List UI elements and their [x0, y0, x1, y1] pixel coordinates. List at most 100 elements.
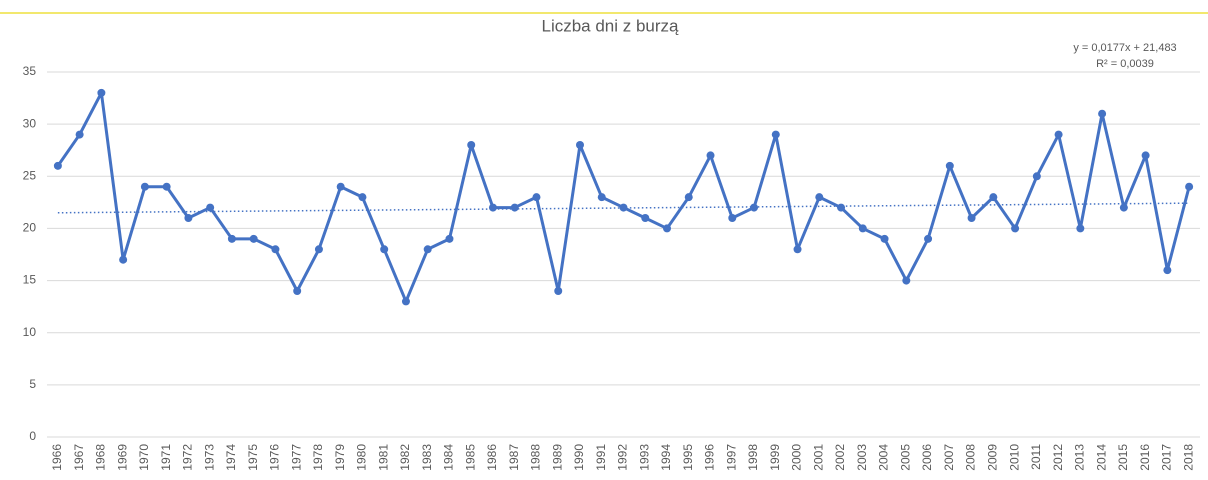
data-point: [706, 151, 715, 160]
y-tick-label: 15: [23, 273, 37, 287]
x-tick-label: 2009: [986, 444, 1000, 471]
x-tick-label: 2012: [1051, 444, 1065, 471]
data-point: [97, 88, 106, 97]
y-tick-label: 20: [23, 221, 37, 235]
data-point: [641, 214, 650, 222]
x-tick-label: 2005: [898, 444, 912, 471]
x-tick-label: 1999: [768, 444, 782, 471]
x-tick-label: 2018: [1181, 444, 1195, 471]
data-point: [162, 182, 171, 191]
data-point: [902, 276, 911, 285]
data-point: [249, 234, 258, 243]
x-tick-label: 1998: [746, 444, 760, 471]
x-tick-label: 1968: [94, 444, 108, 471]
data-point: [619, 203, 628, 212]
data-point: [1011, 224, 1020, 233]
data-point: [967, 214, 976, 222]
y-tick-label: 25: [23, 168, 37, 182]
x-tick-label: 1967: [72, 444, 86, 471]
trend-equation: y = 0,0177x + 21,483: [1073, 42, 1176, 54]
data-point: [488, 203, 497, 212]
data-point: [597, 193, 606, 202]
x-tick-label: 2007: [942, 444, 956, 471]
y-tick-label: 30: [23, 116, 37, 130]
x-tick-label: 2004: [877, 444, 891, 471]
x-tick-label: 1981: [376, 444, 390, 471]
x-tick-label: 1973: [202, 444, 216, 471]
x-tick-label: 1966: [50, 444, 64, 471]
data-point: [575, 141, 584, 149]
data-point: [837, 203, 846, 212]
y-tick-label: 10: [23, 325, 37, 339]
data-point: [510, 203, 519, 212]
data-point: [1098, 109, 1107, 118]
trend-r-squared: R² = 0,0039: [1096, 58, 1154, 70]
x-tick-label: 1980: [355, 444, 369, 471]
data-point: [793, 245, 802, 254]
x-tick-label: 1987: [507, 444, 521, 471]
data-point: [728, 214, 737, 222]
data-point: [53, 161, 62, 170]
data-point: [271, 245, 280, 254]
x-tick-label: 1970: [137, 444, 151, 471]
x-tick-label: 2002: [833, 444, 847, 471]
x-tick-label: 1971: [159, 444, 173, 471]
x-tick-label: 1985: [463, 444, 477, 471]
x-tick-label: 2014: [1094, 444, 1108, 471]
x-tick-label: 1974: [224, 444, 238, 471]
x-tick-label: 1991: [594, 444, 608, 471]
x-tick-label: 1995: [681, 444, 695, 471]
x-tick-label: 1975: [246, 444, 260, 471]
data-point: [119, 255, 128, 264]
data-point: [401, 297, 410, 306]
x-tick-label: 2011: [1029, 444, 1043, 470]
x-tick-label: 2013: [1073, 444, 1087, 471]
x-tick-label: 1986: [485, 444, 499, 471]
data-point: [227, 234, 236, 243]
x-tick-label: 1997: [724, 444, 738, 471]
data-point: [467, 141, 476, 149]
x-tick-label: 1993: [637, 444, 651, 471]
x-tick-label: 1994: [659, 444, 673, 471]
data-point: [184, 214, 193, 222]
data-point: [75, 130, 84, 139]
x-tick-label: 1977: [289, 444, 303, 471]
data-point: [140, 182, 149, 191]
x-tick-label: 1988: [529, 444, 543, 471]
data-point: [924, 234, 933, 243]
data-point: [314, 245, 323, 254]
chart-title: Liczba dni z burzą: [541, 16, 679, 35]
data-point: [750, 203, 759, 212]
x-tick-label: 1978: [311, 444, 325, 471]
trendline: [57, 202, 1190, 214]
data-point: [1076, 224, 1085, 233]
x-tick-label: 1989: [550, 444, 564, 471]
y-tick-label: 35: [23, 64, 37, 78]
x-tick-label: 2015: [1116, 444, 1130, 471]
data-point: [532, 193, 541, 202]
data-point: [880, 234, 889, 243]
x-tick-label: 2003: [855, 444, 869, 471]
data-point: [206, 203, 215, 212]
x-tick-label: 1996: [703, 444, 717, 471]
data-point: [1119, 203, 1128, 212]
x-tick-label: 2008: [964, 444, 978, 471]
data-point: [1054, 130, 1063, 139]
data-point: [989, 193, 998, 202]
data-point: [293, 287, 302, 295]
data-point: [945, 161, 954, 170]
data-point: [554, 287, 563, 295]
data-point: [663, 224, 672, 233]
y-tick-label: 5: [29, 377, 36, 391]
x-tick-label: 2010: [1007, 444, 1021, 471]
data-point: [336, 182, 345, 191]
data-point: [423, 245, 432, 254]
y-tick-label: 0: [29, 429, 36, 443]
x-tick-label: 1990: [572, 444, 586, 471]
x-tick-label: 1972: [181, 444, 195, 471]
data-point: [1032, 172, 1041, 181]
data-point: [380, 245, 389, 254]
data-point: [1185, 182, 1194, 191]
x-tick-label: 1992: [616, 444, 630, 471]
